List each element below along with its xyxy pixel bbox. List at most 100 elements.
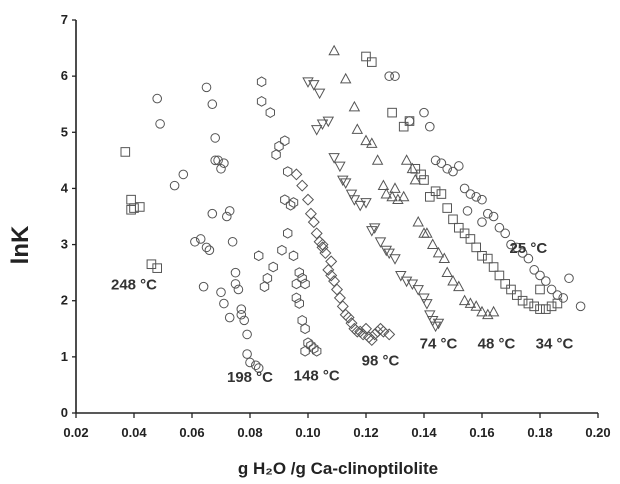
data-point — [360, 134, 372, 146]
data-point — [336, 300, 349, 313]
data-point — [213, 155, 223, 166]
data-point — [462, 206, 473, 216]
data-point — [339, 178, 352, 189]
data-point — [383, 248, 395, 260]
x-tick-label: 0.02 — [63, 425, 88, 440]
data-point — [190, 236, 200, 247]
data-point — [330, 283, 344, 296]
data-point — [129, 203, 139, 213]
data-point — [339, 72, 352, 84]
data-point — [304, 207, 317, 220]
data-point — [310, 125, 323, 136]
data-point — [322, 116, 335, 128]
data-point — [483, 208, 493, 219]
data-point — [204, 245, 215, 255]
data-point — [302, 77, 314, 88]
data-point — [219, 298, 229, 309]
data-point — [342, 311, 355, 324]
data-point — [390, 71, 400, 81]
data-point — [380, 245, 393, 257]
data-point — [529, 301, 540, 312]
data-point — [500, 228, 511, 239]
data-point — [398, 121, 409, 132]
data-point — [227, 236, 238, 247]
plot-frame — [75, 20, 598, 414]
data-point — [477, 194, 487, 205]
data-point — [541, 276, 551, 286]
data-point — [201, 242, 212, 253]
data-point — [476, 305, 488, 317]
data-point — [348, 195, 361, 206]
data-point — [310, 227, 323, 240]
data-point — [251, 360, 261, 371]
data-point — [345, 189, 358, 201]
data-point — [389, 182, 401, 193]
data-point — [419, 175, 429, 185]
data-point — [517, 248, 528, 258]
data-point — [400, 276, 413, 288]
data-point — [459, 183, 470, 194]
data-point — [297, 272, 307, 284]
x-tick-label: 0.20 — [585, 425, 610, 440]
data-point — [512, 242, 522, 253]
data-point — [233, 284, 244, 295]
data-point — [291, 278, 302, 290]
data-point — [442, 203, 452, 213]
data-point — [564, 273, 574, 284]
data-point — [325, 255, 338, 268]
data-point — [383, 328, 396, 341]
data-point — [386, 190, 398, 202]
data-point — [418, 293, 430, 305]
data-point — [459, 228, 470, 239]
data-point — [210, 133, 220, 143]
series-label: 74 °C — [420, 335, 458, 352]
data-point — [253, 363, 264, 373]
data-point — [245, 357, 255, 368]
data-point — [306, 340, 316, 351]
data-point — [512, 290, 522, 300]
data-point — [406, 162, 419, 174]
series-label: 98 °C — [362, 352, 400, 369]
x-tick-label: 0.06 — [179, 425, 204, 440]
data-point — [371, 154, 384, 165]
data-point — [207, 208, 218, 219]
data-point — [506, 284, 516, 295]
data-point — [207, 99, 218, 110]
data-point — [404, 116, 415, 126]
data-point — [458, 294, 471, 306]
y-tick-label: 4 — [61, 180, 69, 195]
data-point — [242, 349, 252, 359]
data-point — [256, 76, 267, 88]
data-point — [135, 202, 145, 212]
data-point — [360, 198, 372, 209]
data-point — [436, 158, 447, 168]
data-point — [334, 161, 346, 173]
y-tick-label: 6 — [61, 68, 68, 83]
x-axis-title: g H₂O /g Ca-clinoptilolite — [238, 459, 438, 478]
data-point — [120, 147, 131, 157]
data-point — [546, 301, 557, 312]
data-point — [453, 280, 465, 292]
data-point — [412, 285, 424, 296]
y-tick-label: 7 — [61, 12, 68, 27]
data-point — [195, 234, 206, 244]
data-point — [426, 238, 439, 249]
data-point — [395, 271, 407, 282]
data-point — [546, 284, 557, 295]
data-point — [409, 173, 422, 185]
data-points — [120, 44, 586, 373]
data-point — [483, 253, 493, 264]
y-tick-label: 2 — [61, 293, 68, 308]
data-point — [308, 80, 320, 91]
x-tick-label: 0.08 — [237, 425, 262, 440]
data-point — [374, 237, 387, 248]
data-point — [477, 251, 487, 261]
data-point — [500, 279, 510, 289]
data-point — [494, 270, 505, 281]
data-point — [426, 315, 439, 327]
series-label: 25 °C — [510, 240, 548, 257]
data-point — [506, 239, 516, 250]
data-point — [285, 199, 296, 211]
x-axis-ticks: 0.02 0.04 0.06 0.08 0.10 0.12 0.14 0.16 0.18 0.20 — [63, 413, 611, 440]
data-point — [552, 290, 563, 300]
